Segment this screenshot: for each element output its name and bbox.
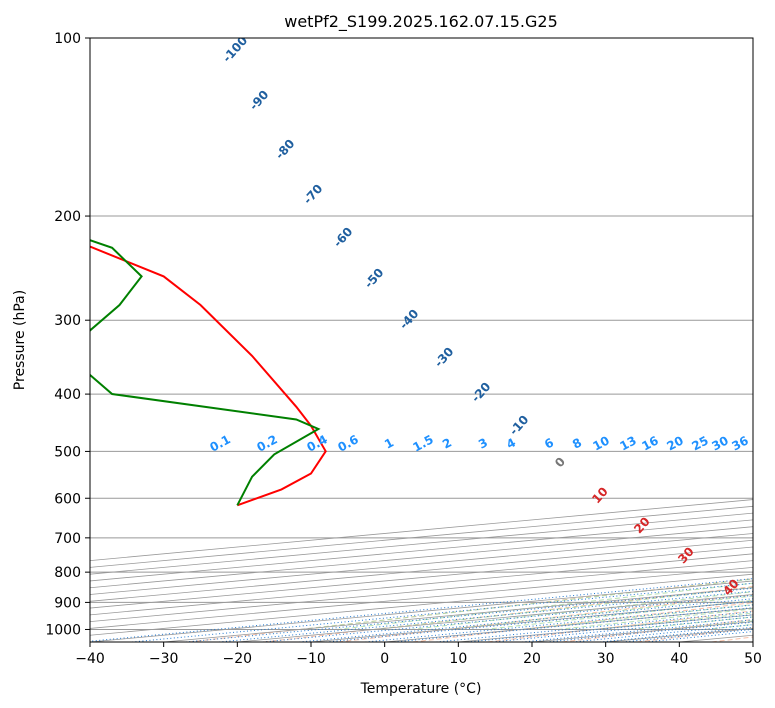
isotherm-line	[90, 546, 753, 609]
axes: −40 −30 −20 −10 0 10 20 30 40 5010020030040050060…	[45, 31, 762, 667]
mixing-ratio-line	[131, 582, 753, 642]
mixing-ratio-line	[326, 600, 753, 642]
x-tick-label: −20	[223, 651, 253, 667]
x-tick-label: 20	[523, 651, 541, 667]
dewpoint-profile-line	[90, 239, 321, 506]
moist-adiabat-label: 20	[631, 514, 653, 536]
isotherm-line	[752, 641, 753, 642]
data-series	[90, 239, 327, 507]
dry-adiabat-line	[711, 636, 753, 642]
background-lines	[90, 38, 753, 642]
x-tick-label: 50	[744, 651, 762, 667]
isotherm-line	[237, 594, 753, 642]
x-tick-label: 0	[380, 651, 389, 667]
mixing-ratio-label: 3	[476, 435, 490, 451]
mixing-ratio-line	[436, 611, 753, 642]
isotherm-line	[90, 505, 753, 568]
dry-adiabat-label: -50	[362, 266, 387, 291]
moist-adiabat-label: 30	[675, 544, 697, 566]
mixing-ratio-label: 25	[689, 433, 710, 453]
dry-adiabat-label: -10	[507, 413, 532, 438]
mixing-ratio-label: 8	[570, 435, 584, 451]
mixing-ratio-line	[394, 607, 753, 642]
moist-adiabat-line	[336, 582, 753, 630]
dry-adiabat-label: -70	[301, 182, 326, 207]
isotherm-line	[384, 607, 753, 642]
mixing-ratio-label: 20	[664, 433, 685, 453]
moist-adiabat-line	[373, 586, 753, 630]
y-tick-label: 600	[54, 491, 81, 507]
y-tick-label: 500	[54, 444, 81, 460]
y-tick-label: 700	[54, 531, 81, 547]
moist-adiabat-line	[299, 578, 753, 630]
plot-frame	[89, 37, 754, 643]
mixing-ratio-label: 1	[382, 435, 396, 451]
mixing-ratio-label: 30	[709, 433, 730, 453]
moist-adiabat-label: 10	[589, 484, 611, 506]
x-tick-label: 10	[449, 651, 467, 667]
y-tick-label: 900	[54, 595, 81, 611]
isotherm-line	[90, 499, 753, 562]
x-tick-label: −30	[149, 651, 179, 667]
mixing-ratio-label: 13	[617, 433, 638, 453]
mixing-ratio-label: 10	[590, 433, 611, 453]
isotherm-line	[90, 533, 753, 595]
dry-adiabat-line	[562, 618, 753, 642]
mixing-ratio-line	[599, 626, 753, 642]
mixing-ratio-line	[90, 578, 753, 642]
x-tick-label: 30	[597, 651, 615, 667]
mixing-ratio-label: 2	[440, 435, 454, 451]
isotherm-line	[531, 621, 753, 642]
isotherm-line	[90, 539, 753, 602]
mixing-ratio-label: 6	[542, 435, 556, 451]
y-tick-label: 400	[54, 387, 81, 403]
y-axis-label: Pressure (hPa)	[12, 290, 28, 390]
isotherm-line	[90, 553, 753, 616]
temperature-profile-line	[90, 245, 327, 507]
y-tick-label: 300	[54, 313, 81, 329]
isotherm-line	[90, 519, 753, 582]
moist-adiabat-line	[447, 595, 753, 630]
isotherm-line	[90, 526, 753, 589]
mixing-ratio-label: 16	[639, 433, 660, 453]
line-labels: -100-90-80-70-60-50-40-30-20-10010203040…	[207, 38, 750, 598]
x-axis-label: Temperature (°C)	[360, 681, 482, 697]
x-tick-label: 40	[670, 651, 688, 667]
moist-adiabat-line	[668, 620, 753, 630]
y-tick-label: 200	[54, 209, 81, 225]
mixing-ratio-label: 36	[729, 433, 750, 453]
isotherm-line	[90, 560, 753, 623]
moist-adiabat-line	[704, 624, 753, 630]
x-tick-label: −40	[75, 651, 105, 667]
isotherm-line	[458, 614, 753, 642]
dry-adiabat-label: -60	[331, 225, 356, 250]
dry-adiabat-label: -80	[273, 137, 298, 162]
y-tick-label: 1000	[45, 622, 81, 638]
y-tick-label: 800	[54, 565, 81, 581]
dry-adiabat-label: -90	[247, 88, 272, 113]
moist-adiabat-line	[410, 591, 753, 630]
chart-title: wetPf2_S199.2025.162.07.15.G25	[284, 12, 558, 32]
moist-adiabat-line	[557, 608, 753, 630]
dry-adiabat-label: -30	[432, 345, 457, 370]
dry-adiabat-label: -20	[469, 380, 494, 405]
moist-adiabat-label: 0	[552, 455, 568, 471]
isotherm-line	[90, 573, 753, 636]
x-tick-label: −10	[296, 651, 326, 667]
isotherm-line	[90, 512, 753, 575]
dry-adiabat-line	[412, 602, 753, 642]
isotherm-line	[90, 566, 753, 629]
y-tick-label: 100	[54, 31, 81, 47]
moist-adiabat-line	[520, 604, 753, 630]
dry-adiabat-label: -40	[397, 307, 422, 332]
